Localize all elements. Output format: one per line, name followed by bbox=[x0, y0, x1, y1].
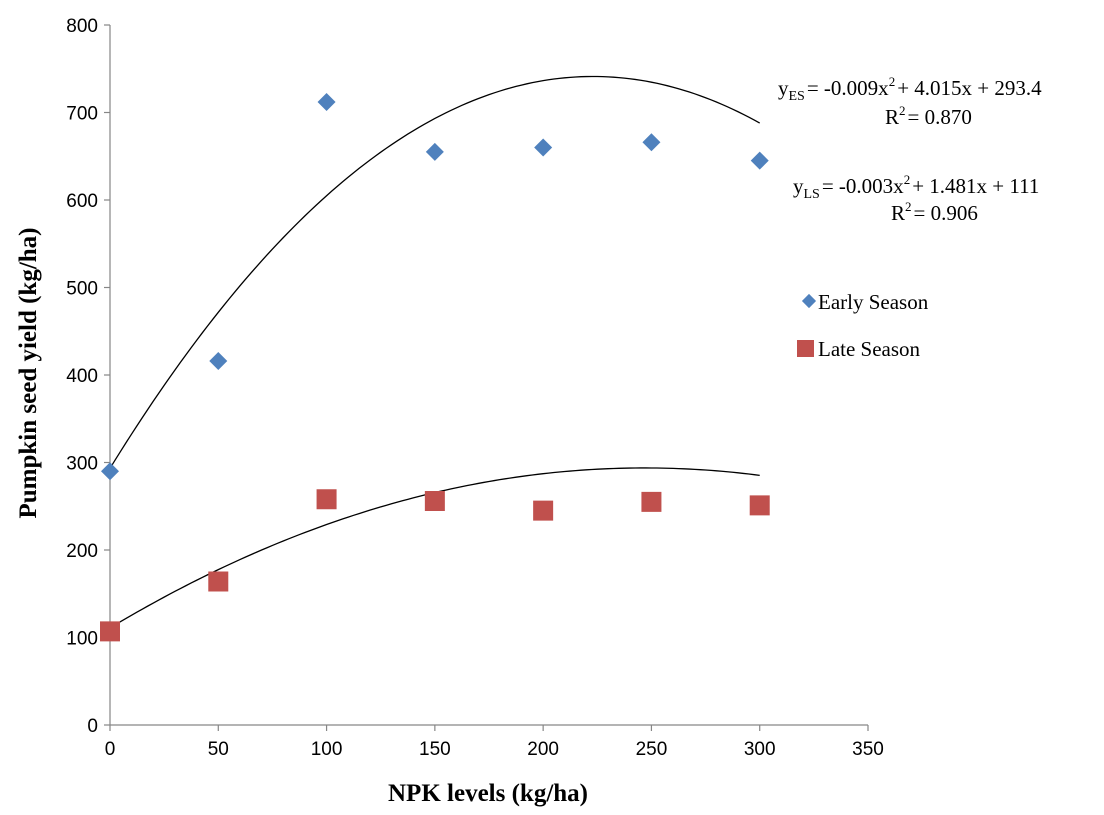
early-equation-text: yES= -0.009x2+ 4.015x + 293.4 bbox=[778, 74, 1042, 104]
early-r2-text: R2= 0.870 bbox=[885, 103, 972, 129]
y-axis-title: Pumpkin seed yield (kg/ha) bbox=[15, 227, 42, 518]
legend-label-late-season: Late Season bbox=[818, 337, 921, 361]
x-tick-label: 50 bbox=[208, 739, 229, 760]
early-season-trendline bbox=[109, 75, 761, 469]
late-season-point bbox=[208, 571, 229, 592]
y-tick-label: 800 bbox=[66, 16, 98, 37]
early-season-point bbox=[750, 151, 769, 170]
x-axis-title: NPK levels (kg/ha) bbox=[388, 780, 588, 807]
x-tick-label: 300 bbox=[744, 739, 776, 760]
x-tick-label: 250 bbox=[636, 739, 668, 760]
x-tick-label: 0 bbox=[105, 739, 116, 760]
x-tick-label: 150 bbox=[419, 739, 451, 760]
early-season-point bbox=[101, 462, 119, 481]
late-season-point bbox=[749, 495, 770, 516]
x-tick-label: 350 bbox=[852, 739, 884, 760]
data-points bbox=[100, 93, 770, 642]
late-season-point bbox=[100, 621, 120, 642]
late-r2-text: R2= 0.906 bbox=[891, 199, 978, 225]
legend-label-early-season: Early Season bbox=[818, 290, 929, 314]
late-season-point bbox=[316, 489, 337, 510]
early-season-point bbox=[642, 133, 661, 152]
y-tick-label: 200 bbox=[66, 541, 98, 562]
x-tick-label: 200 bbox=[527, 739, 559, 760]
y-tick-label: 400 bbox=[66, 366, 98, 387]
legend: Early Season Late Season bbox=[797, 290, 929, 361]
legend-marker-diamond bbox=[801, 293, 817, 309]
y-tick-label: 300 bbox=[66, 454, 98, 475]
late-season-equation: yLS= -0.003x2+ 1.481x + 111 R2= 0.906 bbox=[793, 172, 1039, 225]
x-tick-label: 100 bbox=[311, 739, 343, 760]
y-tick-label: 0 bbox=[87, 716, 98, 737]
late-season-point bbox=[424, 491, 445, 511]
late-season-point bbox=[533, 500, 554, 521]
early-season-point bbox=[317, 93, 336, 111]
early-season-point bbox=[209, 352, 228, 370]
early-season-point bbox=[425, 142, 444, 161]
late-season-point bbox=[641, 491, 662, 512]
legend-item-late-season: Late Season bbox=[797, 337, 921, 361]
legend-marker-square bbox=[797, 340, 814, 357]
y-tick-label: 100 bbox=[66, 629, 98, 650]
legend-item-early-season: Early Season bbox=[801, 290, 929, 314]
axes bbox=[109, 25, 868, 726]
y-tick-label: 600 bbox=[66, 191, 98, 212]
y-tick-label: 500 bbox=[66, 279, 98, 300]
late-equation-text: yLS= -0.003x2+ 1.481x + 111 bbox=[793, 172, 1039, 202]
y-tick-label: 700 bbox=[66, 104, 98, 125]
ticks: 0 100 200 300 400 500 600 700 800 0 50 100 150 200 250… bbox=[66, 16, 884, 760]
early-season-equation: yES= -0.009x2+ 4.015x + 293.4 R2= 0.870 bbox=[778, 74, 1042, 129]
early-season-point bbox=[534, 138, 553, 157]
